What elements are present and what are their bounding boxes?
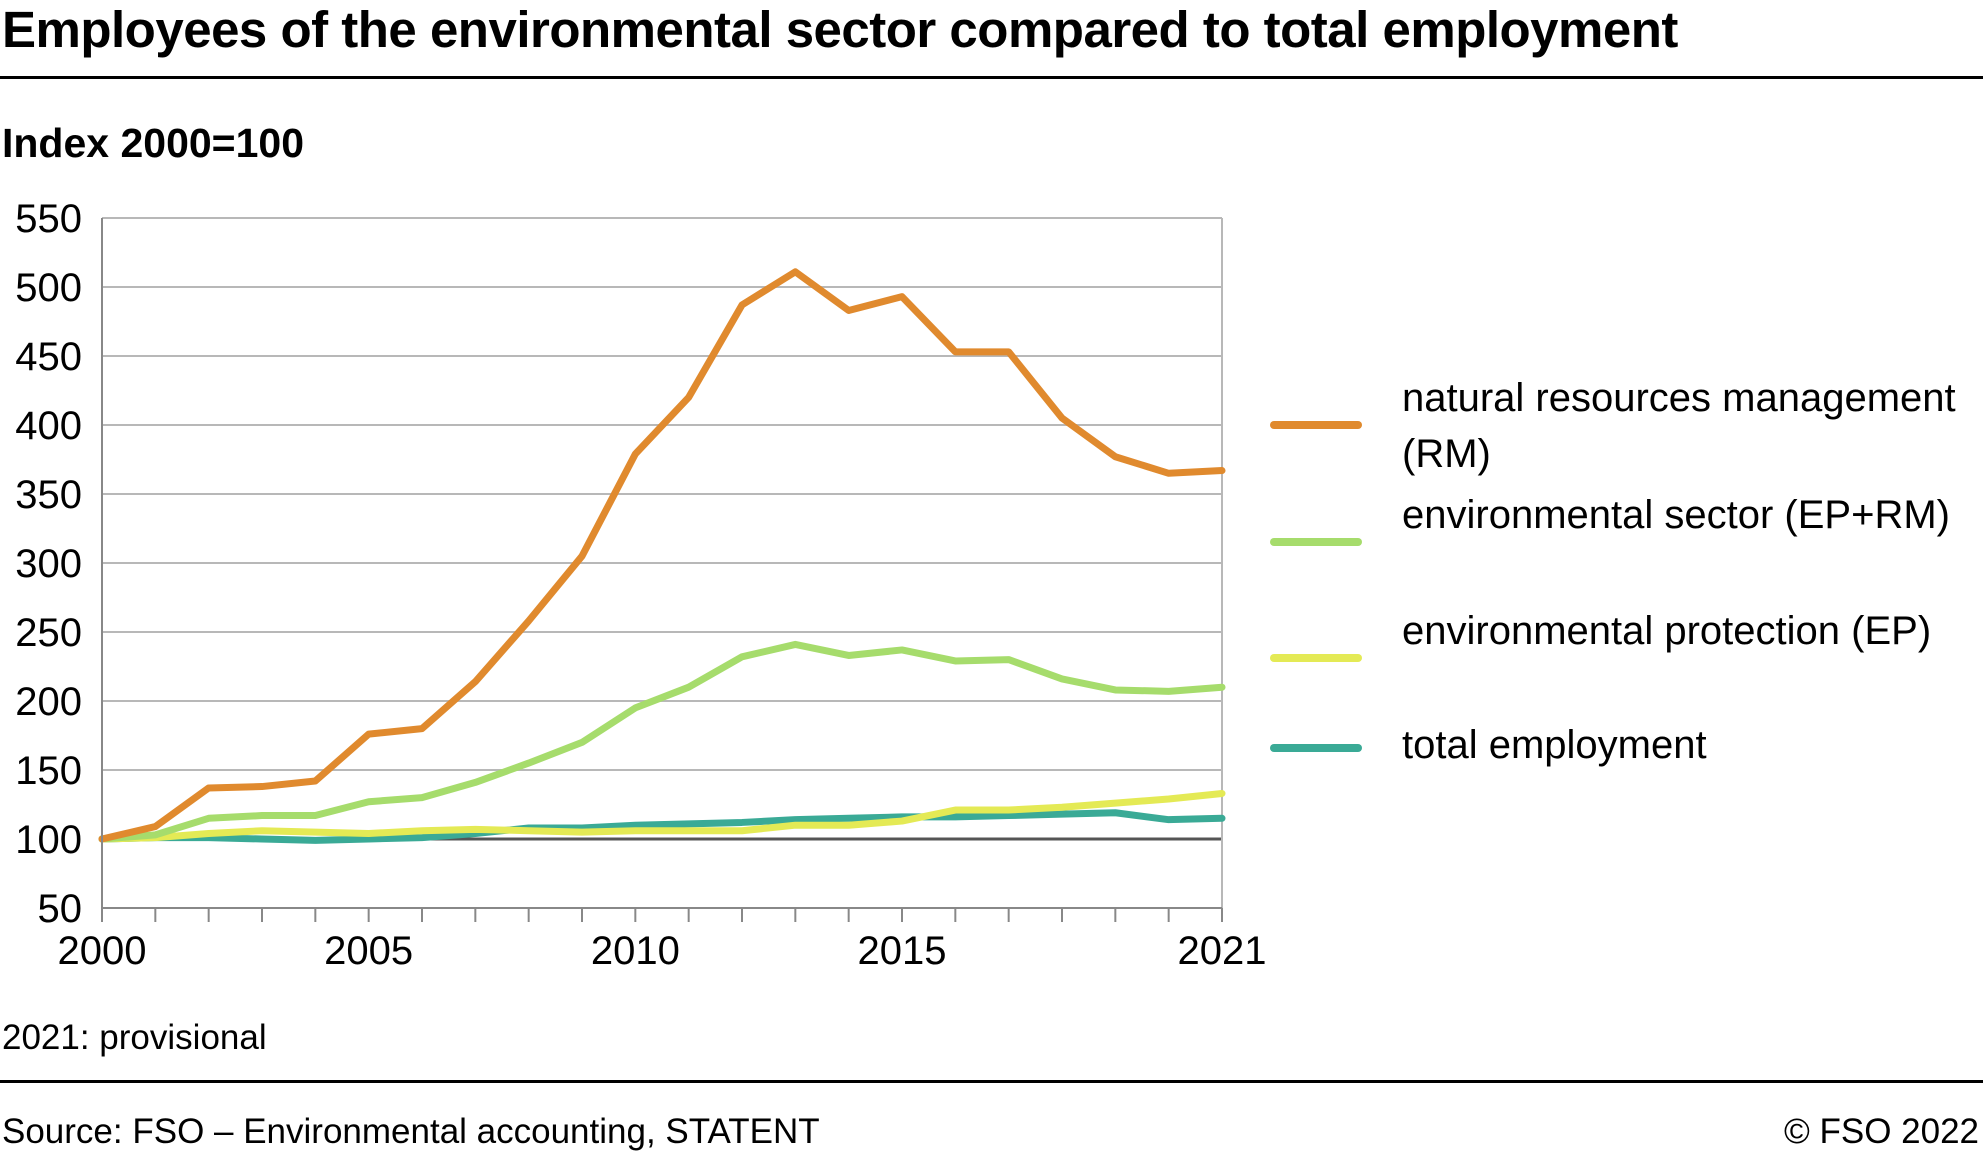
y-tick-label-400: 400 <box>15 404 82 448</box>
legend-label-rm: natural resources management (RM) <box>1402 376 1956 476</box>
chart-title: Employees of the environmental sector co… <box>2 1 1678 58</box>
legend-item-rm: natural resources management (RM) <box>1270 370 1970 490</box>
x-tick-label-2005: 2005 <box>324 929 413 973</box>
legend-item-ep: environmental protection (EP) <box>1270 603 1970 723</box>
x-tick-label-2015: 2015 <box>858 929 947 973</box>
source-text: Source: FSO – Environmental accounting, … <box>2 1112 820 1151</box>
series-line-0 <box>98 268 1226 843</box>
grid-lines <box>102 217 1223 908</box>
legend-swatch-ep-rm <box>1270 538 1362 546</box>
series-line-1 <box>98 640 1226 843</box>
series-line-2 <box>98 789 1226 843</box>
y-tick-label-550: 550 <box>15 197 82 241</box>
y-tick-label-200: 200 <box>15 680 82 724</box>
y-tick-label-500: 500 <box>15 266 82 310</box>
series-line-3 <box>98 809 1226 844</box>
legend-label-total: total employment <box>1402 723 1707 767</box>
y-tick-label-350: 350 <box>15 473 82 517</box>
legend-label-ep: environmental protection (EP) <box>1402 609 1932 653</box>
series-lines <box>98 268 1226 844</box>
legend-swatch-ep <box>1270 654 1362 662</box>
copyright-text: © FSO 2022 <box>1783 1112 1979 1151</box>
y-tick-label-50: 50 <box>38 887 83 931</box>
y-axis-unit-label: Index 2000=100 <box>2 120 305 166</box>
axes <box>101 218 1223 922</box>
legend-swatch-total <box>1270 744 1362 752</box>
legend-swatch-rm <box>1270 421 1362 429</box>
provisional-note: 2021: provisional <box>2 1018 267 1057</box>
y-tick-label-300: 300 <box>15 542 82 586</box>
legend-label-ep-rm: environmental sector (EP+RM) <box>1402 493 1950 537</box>
y-tick-label-100: 100 <box>15 818 82 862</box>
x-tick-label-2010: 2010 <box>591 929 680 973</box>
y-tick-label-250: 250 <box>15 611 82 655</box>
y-tick-labels: 50 100 150 200 250 300 350 400 450 500 550 <box>15 197 82 931</box>
legend-item-ep-rm: environmental sector (EP+RM) <box>1270 487 1970 607</box>
y-tick-label-150: 150 <box>15 749 82 793</box>
x-tick-label-2000: 2000 <box>58 929 147 973</box>
x-tick-labels: 2000 2005 2010 2015 2021 <box>58 929 1267 973</box>
footer-rule <box>0 1080 1983 1083</box>
legend-item-total: total employment <box>1270 720 1970 840</box>
x-tick-label-2021: 2021 <box>1178 929 1267 973</box>
y-tick-label-450: 450 <box>15 335 82 379</box>
title-rule <box>0 76 1983 79</box>
